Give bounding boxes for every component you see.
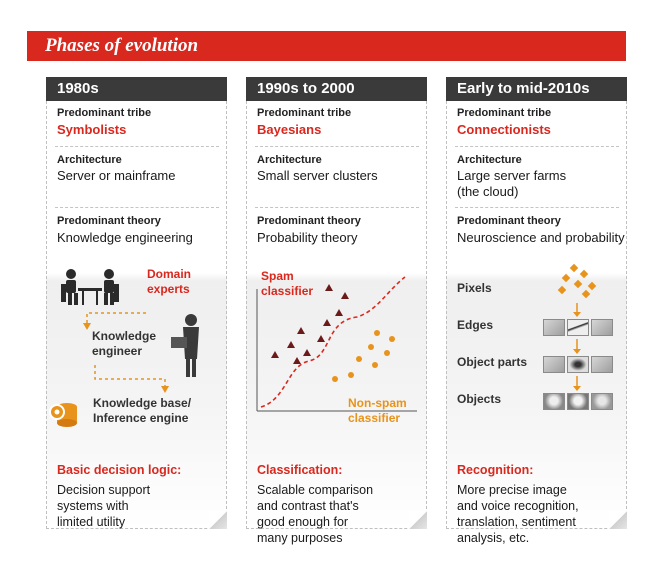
summary-text: More precise image and voice recognition… xyxy=(457,483,579,545)
edge-feature-3 xyxy=(591,319,613,336)
tribe-label: Predominant tribe xyxy=(457,107,552,119)
theory-value: Neuroscience and probability xyxy=(457,230,625,245)
tribe-label: Predominant tribe xyxy=(57,107,152,119)
down-arrows xyxy=(573,303,581,391)
nonspam-classifier-label: Non-spam classifier xyxy=(348,396,407,425)
architecture-label: Architecture xyxy=(257,154,322,166)
flow-arrow xyxy=(86,312,147,323)
architecture-value: Server or mainframe xyxy=(57,168,176,183)
column-heading: 1990s to 2000 xyxy=(246,77,427,101)
column-1990s: 1990s to 2000 Predominant tribe Bayesian… xyxy=(246,77,427,545)
flow-arrow xyxy=(94,365,166,387)
column-body: Predominant tribe Bayesians Architecture… xyxy=(246,101,427,545)
edge-feature-1 xyxy=(543,319,565,336)
divider xyxy=(55,207,219,208)
nonspam-points xyxy=(332,330,395,382)
edge-feature-2 xyxy=(567,319,589,336)
summary-title: Classification: xyxy=(257,463,343,477)
page-title: Phases of evolution xyxy=(27,31,626,61)
object-part-3 xyxy=(591,356,613,373)
theory-value: Probability theory xyxy=(257,230,358,245)
recognition-diagram xyxy=(557,263,597,391)
theory-label: Predominant theory xyxy=(257,215,361,227)
divider xyxy=(255,146,419,147)
architecture-value: Small server clusters xyxy=(257,168,378,183)
page-fold xyxy=(609,511,627,529)
column-heading: Early to mid-2010s xyxy=(446,77,627,101)
column-body: Predominant tribe Symbolists Architectur… xyxy=(46,101,227,529)
domain-experts-icon xyxy=(61,269,119,305)
page-fold xyxy=(409,511,427,529)
knowledge-engineering-diagram xyxy=(49,269,199,427)
objects-label: Objects xyxy=(457,392,502,406)
pixels-icon xyxy=(557,263,597,299)
column-body: Predominant tribe Connectionists Archite… xyxy=(446,101,627,545)
theory-label: Predominant theory xyxy=(57,215,161,227)
architecture-label: Architecture xyxy=(457,154,522,166)
page-fold xyxy=(209,511,227,529)
tribe-value: Bayesians xyxy=(257,122,322,137)
theory-label: Predominant theory xyxy=(457,215,561,227)
object-part-2 xyxy=(567,356,589,373)
column-1980s: 1980s Predominant tribe Symbolists Archi… xyxy=(46,77,227,529)
summary-title: Basic decision logic: xyxy=(57,463,182,477)
divider xyxy=(255,207,419,208)
knowledge-base-label: Knowledge base/ Inference engine xyxy=(93,396,192,425)
summary-text: Decision support systems with limited ut… xyxy=(57,483,151,529)
edges-label: Edges xyxy=(457,318,494,332)
tribe-value: Connectionists xyxy=(457,122,551,137)
column-heading: 1980s xyxy=(46,77,227,101)
spam-classifier-label: Spam classifier xyxy=(261,269,314,298)
arrow-head xyxy=(83,323,91,330)
architecture-label: Architecture xyxy=(57,154,122,166)
architecture-value: Large server farms (the cloud) xyxy=(457,168,567,199)
domain-experts-label: Domain experts xyxy=(147,267,192,296)
object-face-1 xyxy=(543,393,565,410)
object-face-3 xyxy=(591,393,613,410)
divider xyxy=(455,207,619,208)
tribe-value: Symbolists xyxy=(57,122,127,137)
decision-boundary xyxy=(260,276,406,408)
knowledge-engineer-icon xyxy=(171,314,199,377)
summary-text: Scalable comparison and contrast that's … xyxy=(257,483,374,545)
column-2010s: Early to mid-2010s Predominant tribe Con… xyxy=(446,77,627,545)
tribe-label: Predominant tribe xyxy=(257,107,352,119)
object-part-1 xyxy=(543,356,565,373)
object-face-2 xyxy=(567,393,589,410)
pixels-label: Pixels xyxy=(457,281,492,295)
object-parts-label: Object parts xyxy=(457,355,528,369)
classifier-diagram xyxy=(256,276,417,412)
divider xyxy=(55,146,219,147)
gear-database-icon xyxy=(49,403,77,427)
summary-title: Recognition: xyxy=(457,463,534,477)
arrow-head xyxy=(161,386,169,393)
divider xyxy=(455,146,619,147)
theory-value: Knowledge engineering xyxy=(57,230,193,245)
knowledge-engineer-label: Knowledge engineer xyxy=(92,329,157,358)
spam-points xyxy=(271,284,349,364)
